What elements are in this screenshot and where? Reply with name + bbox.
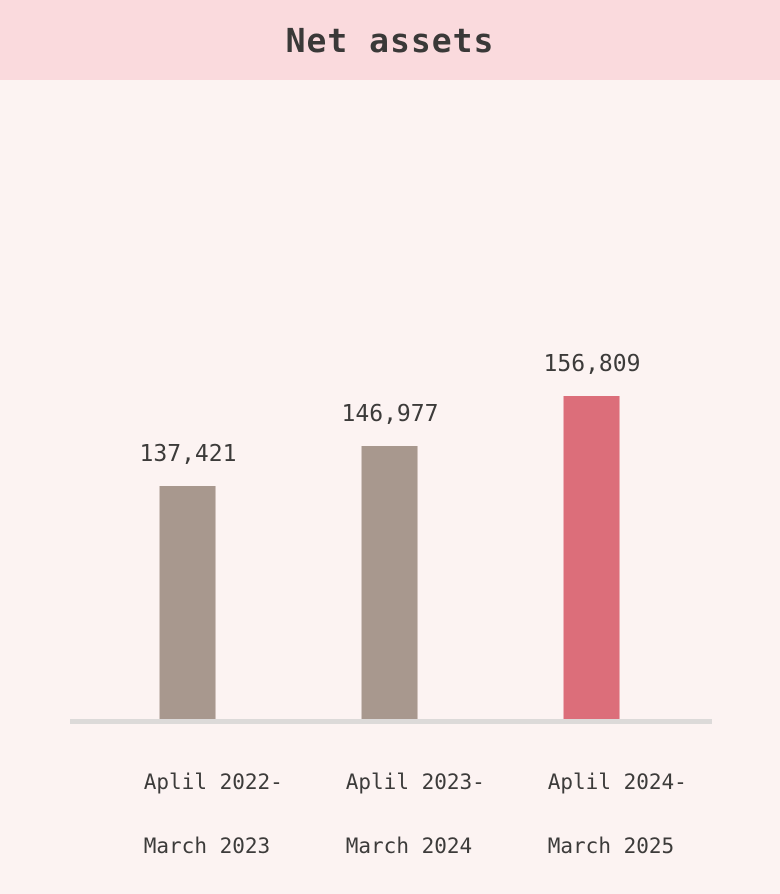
bar-value-label: 146,977 <box>341 401 439 427</box>
tick-line-1: Aplil 2022- <box>143 770 283 794</box>
bar-2022-2023 <box>160 486 216 719</box>
tick-line-2: March 2023 <box>143 834 271 858</box>
bar-value-label: 137,421 <box>139 441 237 467</box>
x-tick-label-2023-2024: Aplil 2023- March 2024 <box>295 734 485 894</box>
tick-line-2: March 2025 <box>547 834 675 858</box>
bar-group-2023-2024: 146,977 <box>341 401 439 719</box>
tick-line-1: Aplil 2023- <box>345 770 485 794</box>
chart-title: Net assets <box>285 20 495 60</box>
bar-group-2022-2023: 137,421 <box>139 441 237 719</box>
x-tick-label-2024-2025: Aplil 2024- March 2025 <box>497 734 687 894</box>
bar-2024-2025 <box>564 396 620 719</box>
tick-line-2: March 2024 <box>345 834 473 858</box>
bar-value-label: 156,809 <box>543 351 641 377</box>
chart-header: Net assets <box>0 0 780 80</box>
tick-line-1: Aplil 2024- <box>547 770 687 794</box>
bar-2023-2024 <box>362 446 418 719</box>
x-axis-line <box>70 719 712 724</box>
bar-group-2024-2025: 156,809 <box>543 351 641 719</box>
x-tick-label-2022-2023: Aplil 2022- March 2023 <box>93 734 283 894</box>
bar-chart: 137,421 146,977 156,809 Aplil 2022- Marc… <box>0 80 780 858</box>
